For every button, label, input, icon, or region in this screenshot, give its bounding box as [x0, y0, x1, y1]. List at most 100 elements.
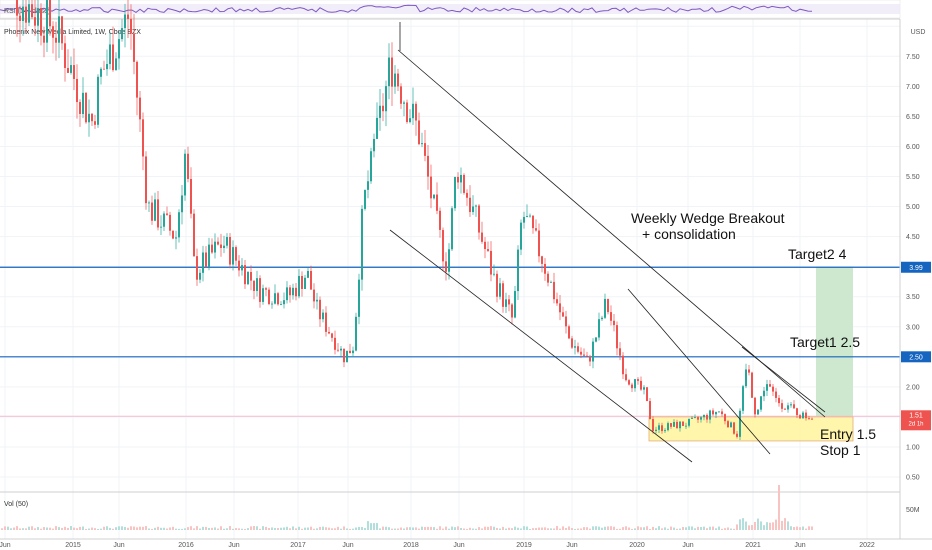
wedge-mid-line[interactable]: [627, 288, 771, 455]
time-tick-label: Jun: [682, 542, 693, 549]
flag-upper-line[interactable]: [741, 346, 826, 413]
volume-bar: [349, 528, 351, 530]
volume-bar: [472, 528, 474, 530]
candle: [646, 387, 648, 402]
price-tick-label: 0.50: [906, 475, 920, 482]
candle: [754, 396, 756, 418]
candle: [106, 49, 108, 76]
volume-bar: [271, 527, 273, 530]
candle: [244, 260, 246, 289]
volume-bar: [355, 527, 357, 530]
svg-text:3.99: 3.99: [909, 265, 923, 272]
volume-bar: [238, 528, 240, 530]
candle: [31, 0, 33, 19]
candle: [172, 230, 174, 240]
volume-bar: [514, 526, 516, 530]
time-tick-label: 2016: [178, 542, 194, 549]
volume-bar: [391, 528, 393, 530]
volume-bar: [580, 528, 582, 530]
candle: [469, 185, 471, 217]
candle: [562, 306, 564, 317]
badge-level-high: 3.99: [901, 261, 931, 273]
candle: [811, 417, 813, 420]
candle: [166, 206, 168, 216]
volume-bar: [796, 526, 798, 530]
time-tick-label: Jun: [228, 542, 239, 549]
volume-bar: [409, 527, 411, 530]
candle: [547, 271, 549, 287]
candle: [652, 416, 654, 434]
volume-bar: [247, 528, 249, 530]
grid: [0, 19, 900, 539]
volume-bar: [694, 528, 696, 530]
candle: [70, 56, 72, 75]
volume-bar: [451, 526, 453, 530]
candle: [223, 235, 225, 254]
volume-bar: [250, 526, 252, 530]
candle: [301, 271, 303, 297]
candle: [28, 0, 30, 27]
volume-bar: [649, 528, 651, 530]
candle: [592, 338, 594, 369]
candle: [241, 258, 243, 276]
time-tick-label: 2019: [516, 542, 532, 549]
volume-bar: [628, 527, 630, 530]
volume-bar: [754, 522, 756, 530]
candle: [130, 4, 132, 50]
candle: [421, 132, 423, 148]
volume-bar: [469, 527, 471, 530]
time-tick-label: Jun: [342, 542, 353, 549]
wedge-trendlines[interactable]: [389, 22, 826, 463]
time-tick-label: Jun: [566, 542, 577, 549]
volume-bar: [505, 528, 507, 530]
candle: [736, 430, 738, 439]
currency-label: USD: [911, 29, 926, 36]
candle: [160, 215, 162, 236]
volume-bar: [193, 528, 195, 530]
candle: [214, 233, 216, 259]
candle: [424, 129, 426, 162]
time-tick-label: 2017: [290, 542, 306, 549]
volume-bar: [229, 526, 231, 530]
volume-bar: [214, 527, 216, 530]
volume-bar: [664, 527, 666, 530]
candle: [412, 87, 414, 126]
candle: [487, 241, 489, 252]
volume-bar: [289, 528, 291, 530]
volume-bar: [76, 528, 78, 530]
volume-bar: [598, 526, 600, 530]
volume-bar: [28, 526, 30, 530]
candle: [67, 49, 69, 74]
candle: [409, 109, 411, 124]
candle: [634, 378, 636, 392]
volume-bar: [421, 526, 423, 530]
volume-bar: [652, 526, 654, 530]
candle: [748, 365, 750, 376]
time-axis[interactable]: Jun 2015 Jun 2016 Jun 2017 Jun 2018 Jun 2019 Jun 20…: [0, 538, 932, 550]
target-zone[interactable]: [816, 266, 853, 417]
candle: [88, 99, 90, 137]
candle: [403, 100, 405, 117]
volume-bar: [286, 526, 288, 530]
candle: [364, 189, 366, 211]
volume-bar: [334, 528, 336, 530]
volume-bar: [709, 526, 711, 530]
candle: [64, 35, 66, 82]
svg-text:2d 1h: 2d 1h: [908, 421, 923, 427]
volume-bar: [268, 528, 270, 530]
price-axis[interactable]: 0.501.001.502.002.503.003.504.004.505.00…: [899, 19, 932, 540]
candle: [79, 99, 81, 127]
candle: [220, 233, 222, 257]
volume-bar: [562, 526, 564, 530]
candle: [769, 380, 771, 387]
volume-bar: [655, 528, 657, 530]
entry-zone[interactable]: [648, 416, 854, 442]
wedge-lower-line[interactable]: [389, 229, 693, 463]
candle: [805, 409, 807, 421]
volume-bar: [364, 528, 366, 530]
candle: [16, 0, 18, 37]
candle: [550, 280, 552, 283]
volume-bar: [235, 528, 237, 530]
volume-bar: [172, 526, 174, 530]
